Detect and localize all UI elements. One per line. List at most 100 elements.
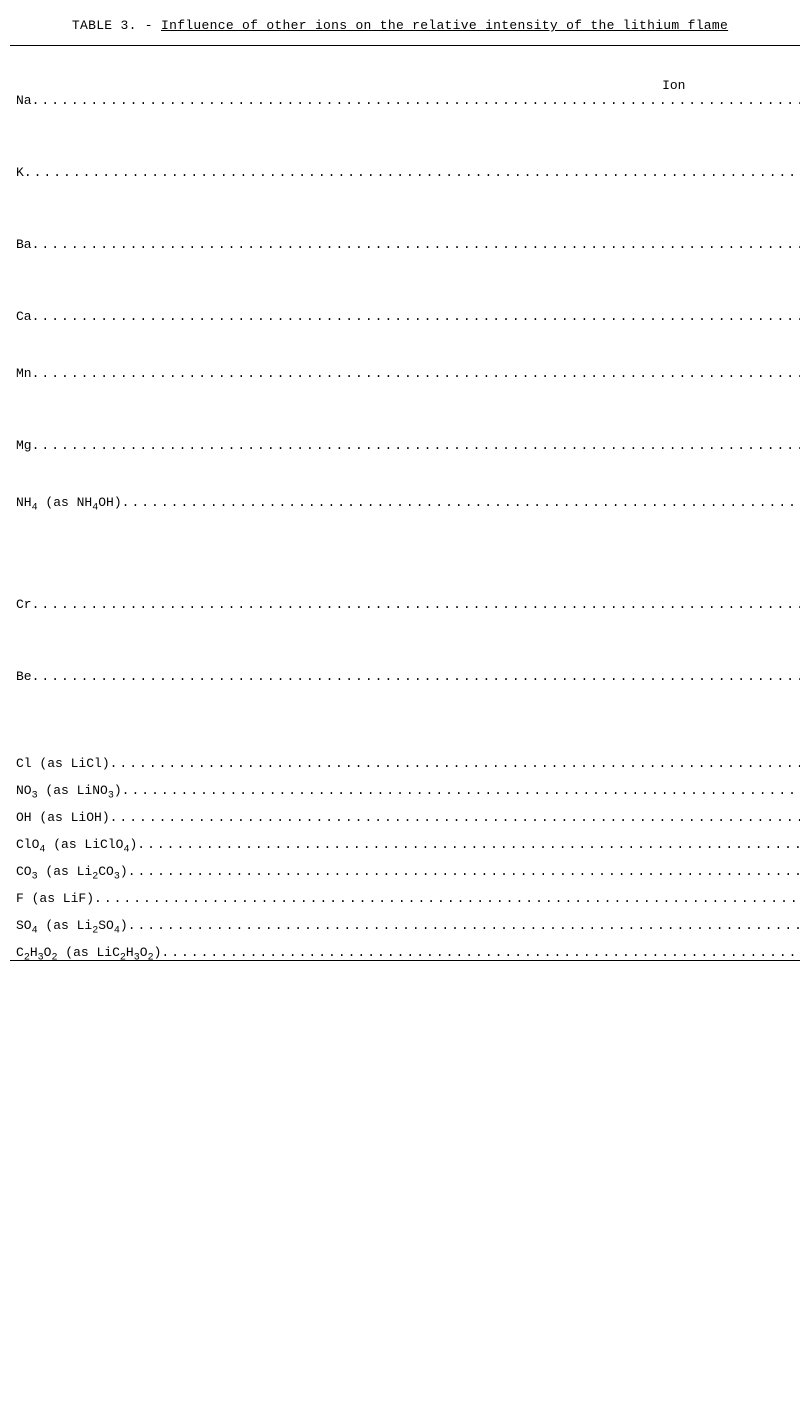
table-row: 1004.8.0 <box>10 510 800 525</box>
group-gap <box>10 354 800 366</box>
table-row: 500.6.0 <box>10 324 800 339</box>
table-row: Cl (as LiCl)150-7.7.2 <box>10 756 800 771</box>
table-row: Ba50.2.0 <box>10 237 800 252</box>
group-gap <box>10 852 800 864</box>
table-row: 500.0.4 <box>10 252 800 267</box>
ion-label: OH (as LiOH) <box>16 810 800 825</box>
ion-cell <box>10 282 800 297</box>
ion-label: Ba <box>16 237 800 252</box>
group-gap <box>10 153 800 165</box>
table-row: Cr105.0-.2 <box>10 597 800 612</box>
ion-label: Cr <box>16 597 800 612</box>
ion-cell <box>10 468 800 483</box>
ion-cell: F (as LiF) <box>10 891 800 906</box>
ion-cell <box>10 252 800 267</box>
ion-label: Mg <box>16 438 800 453</box>
table-row: 40005.05.0 <box>10 282 800 297</box>
table-row: 1000.8.8 <box>10 339 800 354</box>
ion-cell: NH4 (as NH4OH) <box>10 495 800 510</box>
table-row: 8001.01.2 <box>10 411 800 426</box>
table-row: OH (as LiOH)23-7.2.5 <box>10 810 800 825</box>
ion-label: Ca <box>16 309 800 324</box>
ion-cell <box>10 108 800 123</box>
table-row: F (as LiF)83-8.21.1 <box>10 891 800 906</box>
ion-cell <box>10 339 800 354</box>
data-table: Ion Concentration,parts per million Erro… <box>10 45 800 961</box>
ion-cell <box>10 627 800 642</box>
table-row: C2H3O2 (as LiC2H3O2)210-8.5.0 <box>10 945 800 961</box>
ion-cell <box>10 411 800 426</box>
ion-cell <box>10 525 800 540</box>
ion-cell <box>10 324 800 339</box>
group-gap <box>10 483 800 495</box>
table-row: 5004.0.2 <box>10 525 800 540</box>
group-gap <box>10 426 800 438</box>
table-row: 500.2.0 <box>10 453 800 468</box>
table-row: Be10-.0 <box>10 669 800 684</box>
ion-cell <box>10 699 800 714</box>
group-gap <box>10 771 800 783</box>
ion-cell: Ca <box>10 309 800 324</box>
ion-cell <box>10 729 800 744</box>
table-row: 2000-2.0.2 <box>10 570 800 585</box>
table-row: CO3 (as Li2CO3)130-7.5.0 <box>10 864 800 879</box>
table-row: Mn10.0.2 <box>10 366 800 381</box>
ion-cell: Ba <box>10 237 800 252</box>
ion-cell <box>10 453 800 468</box>
group-gap <box>10 297 800 309</box>
group-gap <box>10 933 800 945</box>
table-row: 10002.0.0 <box>10 540 800 555</box>
ion-cell <box>10 123 800 138</box>
ion-cell <box>10 612 800 627</box>
table-row: 100.4.2 <box>10 381 800 396</box>
ion-cell <box>10 555 800 570</box>
ion-cell: K <box>10 165 800 180</box>
table-row: NH4 (as NH4OH)102.0.0 <box>10 495 800 510</box>
table-row: 5002.4.2 <box>10 627 800 642</box>
ion-label: CO3 (as Li2CO3) <box>16 864 800 879</box>
ion-label: Be <box>16 669 800 684</box>
table-row: 500.8.4 <box>10 108 800 123</box>
table-body: Na500.00.0500.8.410001.21.615002.02.4K50… <box>10 93 800 961</box>
table-row: 50-.8 <box>10 684 800 699</box>
group-gap <box>10 798 800 810</box>
table-row: 500-5.0 <box>10 714 800 729</box>
table-row: SO4 (as Li2SO4)220-9.6.8 <box>10 918 800 933</box>
ion-cell: Be <box>10 669 800 684</box>
group-gap <box>10 825 800 837</box>
ion-cell <box>10 684 800 699</box>
ion-cell: Cl (as LiCl) <box>10 756 800 771</box>
group-gap <box>10 225 800 237</box>
table-row: 1500.4.0 <box>10 555 800 570</box>
ion-label: SO4 (as Li2SO4) <box>16 918 800 933</box>
ion-label: C2H3O2 (as LiC2H3O2) <box>16 945 800 960</box>
table-row: NO3 (as LiNO3)250-5.6.0 <box>10 783 800 798</box>
table-row: 7002.8.6 <box>10 642 800 657</box>
group-gap <box>10 657 800 669</box>
table-row: K50.4.0 <box>10 165 800 180</box>
table-row: ClO4 (as LiClO4)430-6.6.0 <box>10 837 800 852</box>
table-row: 1000.4.8 <box>10 267 800 282</box>
table-row: Mg501.0.0 <box>10 438 800 453</box>
ion-cell: ClO4 (as LiClO4) <box>10 837 800 852</box>
ion-cell <box>10 510 800 525</box>
ion-cell <box>10 210 800 225</box>
table-row: Na500.00.0 <box>10 93 800 109</box>
ion-label: Cl (as LiCl) <box>16 756 800 771</box>
ion-cell <box>10 570 800 585</box>
caption-prefix: TABLE 3. - <box>72 18 161 33</box>
table-row: 100-1.6 <box>10 699 800 714</box>
table-row: 500.8.4 <box>10 180 800 195</box>
table-row: 10002.41.0 <box>10 195 800 210</box>
table-caption: TABLE 3. - Influence of other ions on th… <box>10 18 790 33</box>
ion-cell: NO3 (as LiNO3) <box>10 783 800 798</box>
ion-cell <box>10 381 800 396</box>
group-gap <box>10 879 800 891</box>
ion-cell <box>10 195 800 210</box>
ion-label: F (as LiF) <box>16 891 800 906</box>
ion-cell <box>10 396 800 411</box>
table-row: 800.4.4 <box>10 468 800 483</box>
table-row: 10001.21.6 <box>10 123 800 138</box>
ion-cell: Na <box>10 93 800 109</box>
ion-cell: SO4 (as Li2SO4) <box>10 918 800 933</box>
